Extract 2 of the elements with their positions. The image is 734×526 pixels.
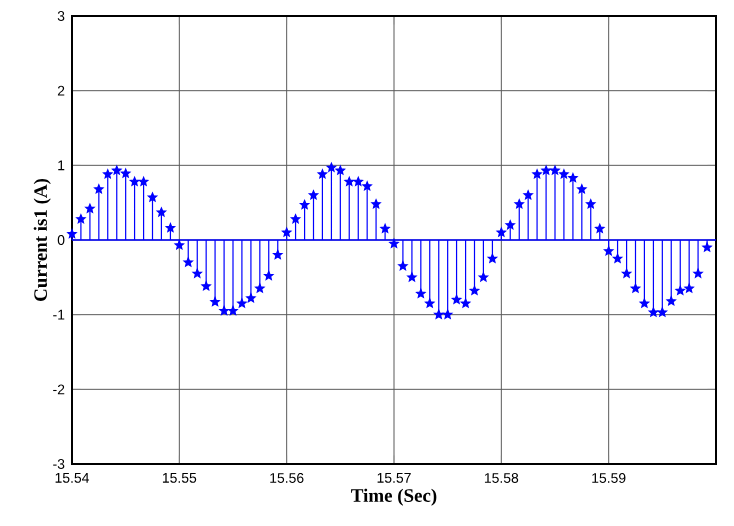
y-axis-title: Current is1 (A) bbox=[33, 179, 51, 301]
x-axis-title: Time (Sec) bbox=[351, 488, 437, 506]
